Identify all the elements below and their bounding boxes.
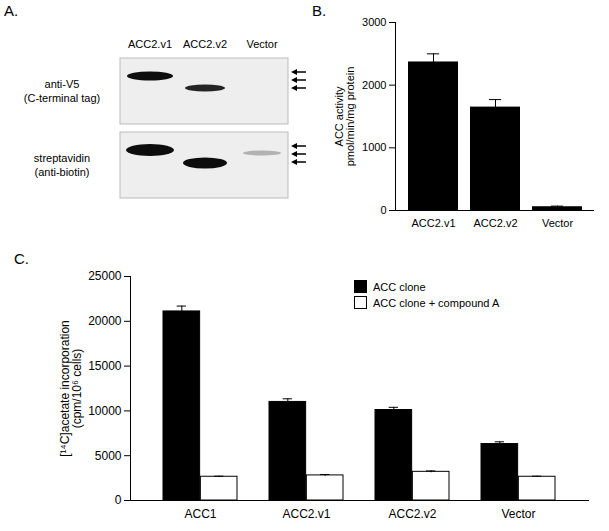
svg-text:Vector: Vector (246, 38, 278, 50)
svg-text:ACC2.v1: ACC2.v1 (282, 507, 330, 521)
svg-text:anti-V5: anti-V5 (45, 78, 80, 90)
svg-text:ACC2.v2: ACC2.v2 (183, 38, 227, 50)
svg-text:0: 0 (380, 204, 386, 216)
svg-text:0: 0 (115, 493, 122, 507)
svg-text:Vector: Vector (542, 217, 574, 229)
svg-text:ACC activitypmol/min/mg protei: ACC activitypmol/min/mg protein (333, 67, 356, 167)
svg-text:Vector: Vector (501, 507, 535, 521)
svg-text:ACC2.v1: ACC2.v1 (128, 38, 172, 50)
svg-text:streptavidin: streptavidin (34, 152, 90, 164)
svg-text:(anti-biotin): (anti-biotin) (34, 166, 89, 178)
svg-text:(C-terminal tag): (C-terminal tag) (24, 92, 100, 104)
svg-text:1000: 1000 (362, 141, 386, 153)
html-text:ACC clone: ACC clone (373, 280, 426, 293)
html-text:B.: B. (312, 2, 327, 19)
svg-text:ACC2.v2: ACC2.v2 (388, 507, 436, 521)
svg-text:ACC2.v2: ACC2.v2 (473, 217, 517, 229)
svg-text:15000: 15000 (88, 359, 122, 373)
html-text:C.: C. (14, 250, 29, 267)
svg-text:ACC2.v1: ACC2.v1 (411, 217, 455, 229)
svg-text:20000: 20000 (88, 314, 122, 328)
html-text:ACC clone + compound A: ACC clone + compound A (373, 296, 500, 309)
svg-text:25000: 25000 (88, 269, 122, 283)
svg-text:5000: 5000 (95, 449, 122, 463)
svg-text:10000: 10000 (88, 404, 122, 418)
svg-text:[¹⁴C]acetate incorporation(cpm: [¹⁴C]acetate incorporation(cpm/10⁶ cells… (58, 320, 84, 457)
svg-text:2000: 2000 (362, 79, 386, 91)
svg-text:3000: 3000 (362, 16, 386, 28)
svg-text:ACC1: ACC1 (184, 507, 216, 521)
html-text:A.: A. (4, 2, 19, 19)
